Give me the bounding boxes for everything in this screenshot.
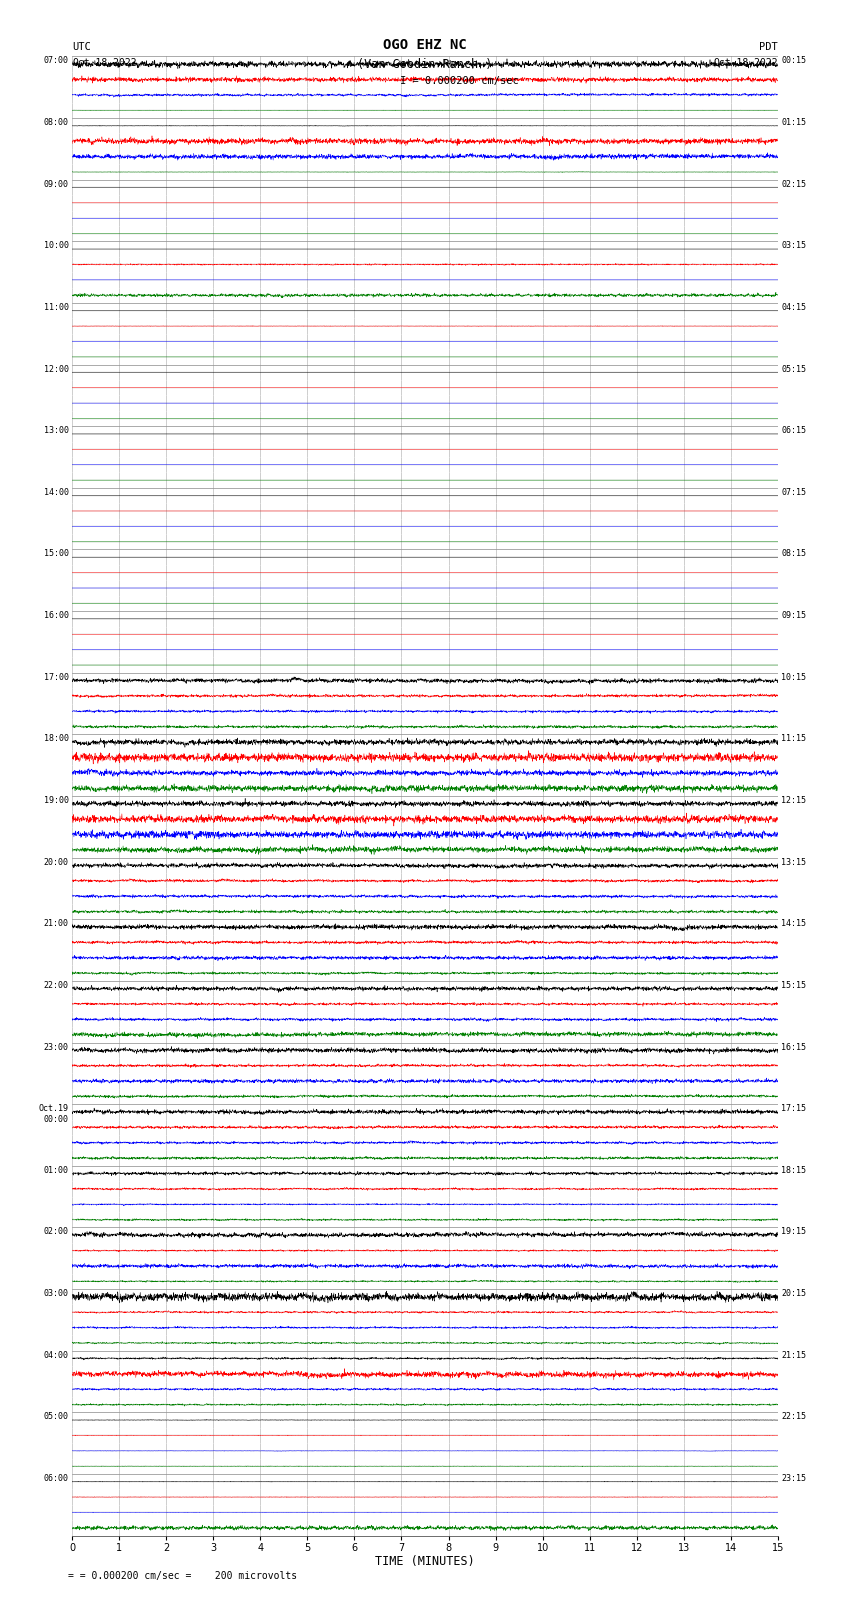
Text: 11:00: 11:00 [43,303,69,311]
Text: 15:15: 15:15 [781,981,807,990]
Text: I = 0.000200 cm/sec: I = 0.000200 cm/sec [400,76,518,85]
Text: PDT: PDT [759,42,778,52]
Text: 04:15: 04:15 [781,303,807,311]
Text: 06:15: 06:15 [781,426,807,436]
Text: 14:00: 14:00 [43,487,69,497]
Text: 05:15: 05:15 [781,365,807,374]
Text: 18:00: 18:00 [43,734,69,744]
Text: 21:00: 21:00 [43,919,69,927]
Text: = = 0.000200 cm/sec =    200 microvolts: = = 0.000200 cm/sec = 200 microvolts [68,1571,298,1581]
Text: 19:00: 19:00 [43,797,69,805]
Text: 13:00: 13:00 [43,426,69,436]
Text: 15:00: 15:00 [43,550,69,558]
Text: 10:00: 10:00 [43,242,69,250]
Text: 12:15: 12:15 [781,797,807,805]
Text: 07:00: 07:00 [43,56,69,66]
Text: 19:15: 19:15 [781,1227,807,1237]
Text: (Van Goodin Ranch ): (Van Goodin Ranch ) [357,58,493,71]
Text: 11:15: 11:15 [781,734,807,744]
Text: 20:00: 20:00 [43,858,69,866]
Text: 03:15: 03:15 [781,242,807,250]
Text: 17:15: 17:15 [781,1105,807,1113]
Text: 17:00: 17:00 [43,673,69,682]
Text: 13:15: 13:15 [781,858,807,866]
Text: 16:15: 16:15 [781,1042,807,1052]
Text: 06:00: 06:00 [43,1474,69,1482]
Text: 05:00: 05:00 [43,1413,69,1421]
Text: 01:15: 01:15 [781,118,807,127]
Text: 16:00: 16:00 [43,611,69,619]
Text: Oct.18,2022: Oct.18,2022 [72,58,137,68]
Text: 03:00: 03:00 [43,1289,69,1298]
Text: 08:15: 08:15 [781,550,807,558]
Text: UTC: UTC [72,42,91,52]
Text: 07:15: 07:15 [781,487,807,497]
Text: 14:15: 14:15 [781,919,807,927]
Text: 21:15: 21:15 [781,1350,807,1360]
Text: 01:00: 01:00 [43,1166,69,1174]
Text: TIME (MINUTES): TIME (MINUTES) [375,1555,475,1568]
Text: OGO EHZ NC: OGO EHZ NC [383,37,467,52]
Text: Oct.18,2022: Oct.18,2022 [713,58,778,68]
Text: 02:15: 02:15 [781,179,807,189]
Text: 12:00: 12:00 [43,365,69,374]
Text: Oct.19
00:00: Oct.19 00:00 [39,1105,69,1124]
Text: 10:15: 10:15 [781,673,807,682]
Text: 20:15: 20:15 [781,1289,807,1298]
Text: 23:00: 23:00 [43,1042,69,1052]
Text: 00:15: 00:15 [781,56,807,66]
Text: 08:00: 08:00 [43,118,69,127]
Text: 04:00: 04:00 [43,1350,69,1360]
Text: 23:15: 23:15 [781,1474,807,1482]
Text: 02:00: 02:00 [43,1227,69,1237]
Text: 22:00: 22:00 [43,981,69,990]
Text: 09:15: 09:15 [781,611,807,619]
Text: 22:15: 22:15 [781,1413,807,1421]
Text: 18:15: 18:15 [781,1166,807,1174]
Text: 09:00: 09:00 [43,179,69,189]
